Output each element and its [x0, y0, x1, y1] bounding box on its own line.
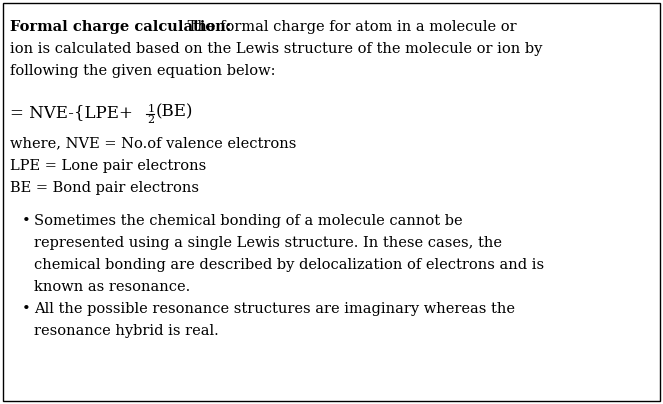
Text: chemical bonding are described by delocalization of electrons and is: chemical bonding are described by deloca…	[34, 258, 544, 271]
Text: All the possible resonance structures are imaginary whereas the: All the possible resonance structures ar…	[34, 302, 515, 316]
Text: The formal charge for atom in a molecule or: The formal charge for atom in a molecule…	[183, 20, 516, 34]
FancyBboxPatch shape	[3, 3, 660, 401]
Text: represented using a single Lewis structure. In these cases, the: represented using a single Lewis structu…	[34, 236, 502, 250]
Text: BE = Bond pair electrons: BE = Bond pair electrons	[10, 181, 199, 195]
Text: 2: 2	[147, 115, 154, 124]
Text: where, NVE = No.of valence electrons: where, NVE = No.of valence electrons	[10, 137, 296, 151]
Text: (BE): (BE)	[156, 103, 194, 121]
Text: following the given equation below:: following the given equation below:	[10, 64, 276, 78]
Text: •: •	[22, 214, 30, 227]
Text: Formal charge calculation:: Formal charge calculation:	[10, 20, 231, 34]
Text: LPE = Lone pair electrons: LPE = Lone pair electrons	[10, 159, 206, 173]
Text: •: •	[22, 302, 30, 316]
Text: Sometimes the chemical bonding of a molecule cannot be: Sometimes the chemical bonding of a mole…	[34, 214, 463, 227]
Text: ion is calculated based on the Lewis structure of the molecule or ion by: ion is calculated based on the Lewis str…	[10, 42, 542, 56]
Text: known as resonance.: known as resonance.	[34, 280, 190, 294]
Text: 1: 1	[148, 103, 155, 114]
Text: resonance hybrid is real.: resonance hybrid is real.	[34, 324, 219, 338]
Text: = NVE-{LPE+: = NVE-{LPE+	[10, 103, 133, 121]
